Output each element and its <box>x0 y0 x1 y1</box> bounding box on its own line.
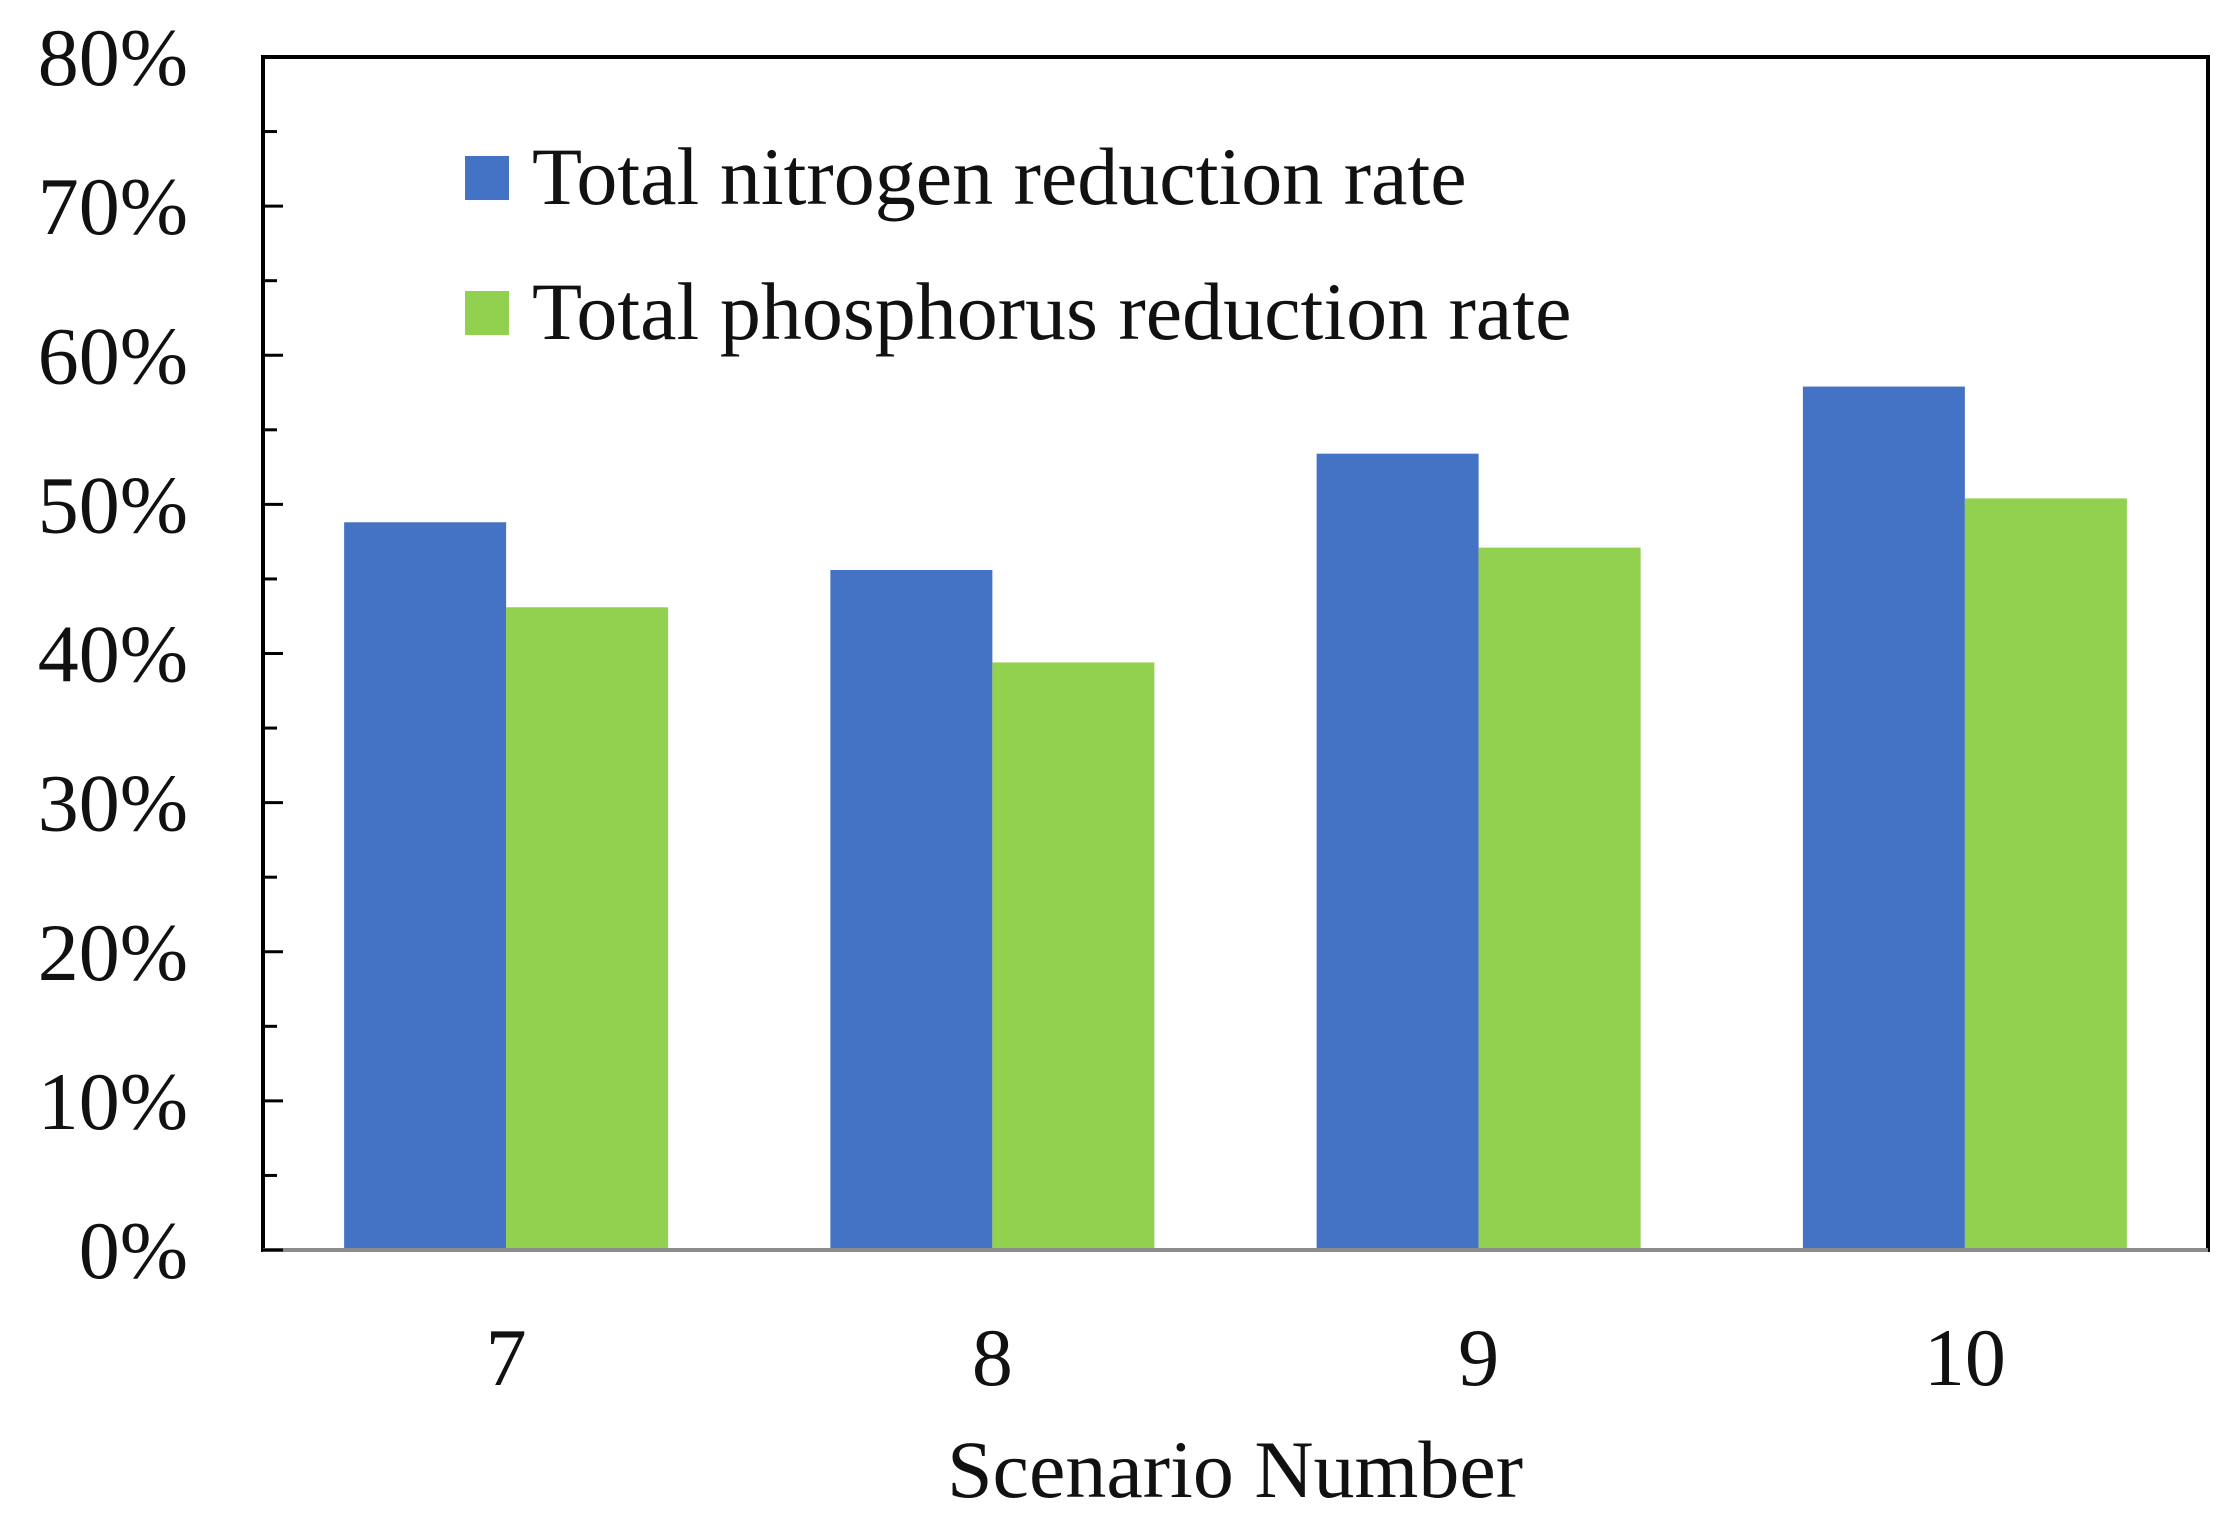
y-tick-label: 40% <box>38 609 188 700</box>
bar-nitrogen-10 <box>1802 386 1965 1250</box>
legend-label-nitrogen: Total nitrogen reduction rate <box>532 131 1467 222</box>
bar-nitrogen-8 <box>830 569 993 1250</box>
bar-phosphorus-8 <box>992 662 1155 1250</box>
bar-nitrogen-7 <box>344 522 507 1250</box>
y-tick-label: 60% <box>38 310 188 401</box>
y-tick-label: 30% <box>38 758 188 849</box>
legend-swatch-nitrogen <box>465 156 509 200</box>
bar-phosphorus-9 <box>1478 547 1641 1250</box>
x-category-label: 9 <box>1458 1312 1499 1403</box>
y-tick-label: 50% <box>38 459 188 550</box>
y-tick-label: 0% <box>79 1205 188 1296</box>
legend: Total nitrogen reduction rate Total phosp… <box>465 131 1572 357</box>
legend-swatch-phosphorus <box>465 291 509 335</box>
x-category-label: 10 <box>1924 1312 2006 1403</box>
bars-layer <box>344 386 2127 1250</box>
y-tick-label: 70% <box>38 161 188 252</box>
x-axis-categories: 7 8 9 10 <box>486 1312 2006 1403</box>
y-tick-label: 20% <box>38 907 188 998</box>
x-category-label: 8 <box>972 1312 1013 1403</box>
bar-phosphorus-7 <box>506 607 669 1250</box>
x-category-label: 7 <box>486 1312 527 1403</box>
bar-nitrogen-9 <box>1316 453 1479 1250</box>
legend-label-phosphorus: Total phosphorus reduction rate <box>532 266 1572 357</box>
x-axis-title: Scenario Number <box>947 1424 1523 1515</box>
bar-phosphorus-10 <box>1964 498 2127 1250</box>
y-axis: 0% 10% 20% 30% 40% 50% 60% 70% 80% <box>38 12 283 1296</box>
y-tick-label: 80% <box>38 12 188 103</box>
y-tick-label: 10% <box>38 1056 188 1147</box>
